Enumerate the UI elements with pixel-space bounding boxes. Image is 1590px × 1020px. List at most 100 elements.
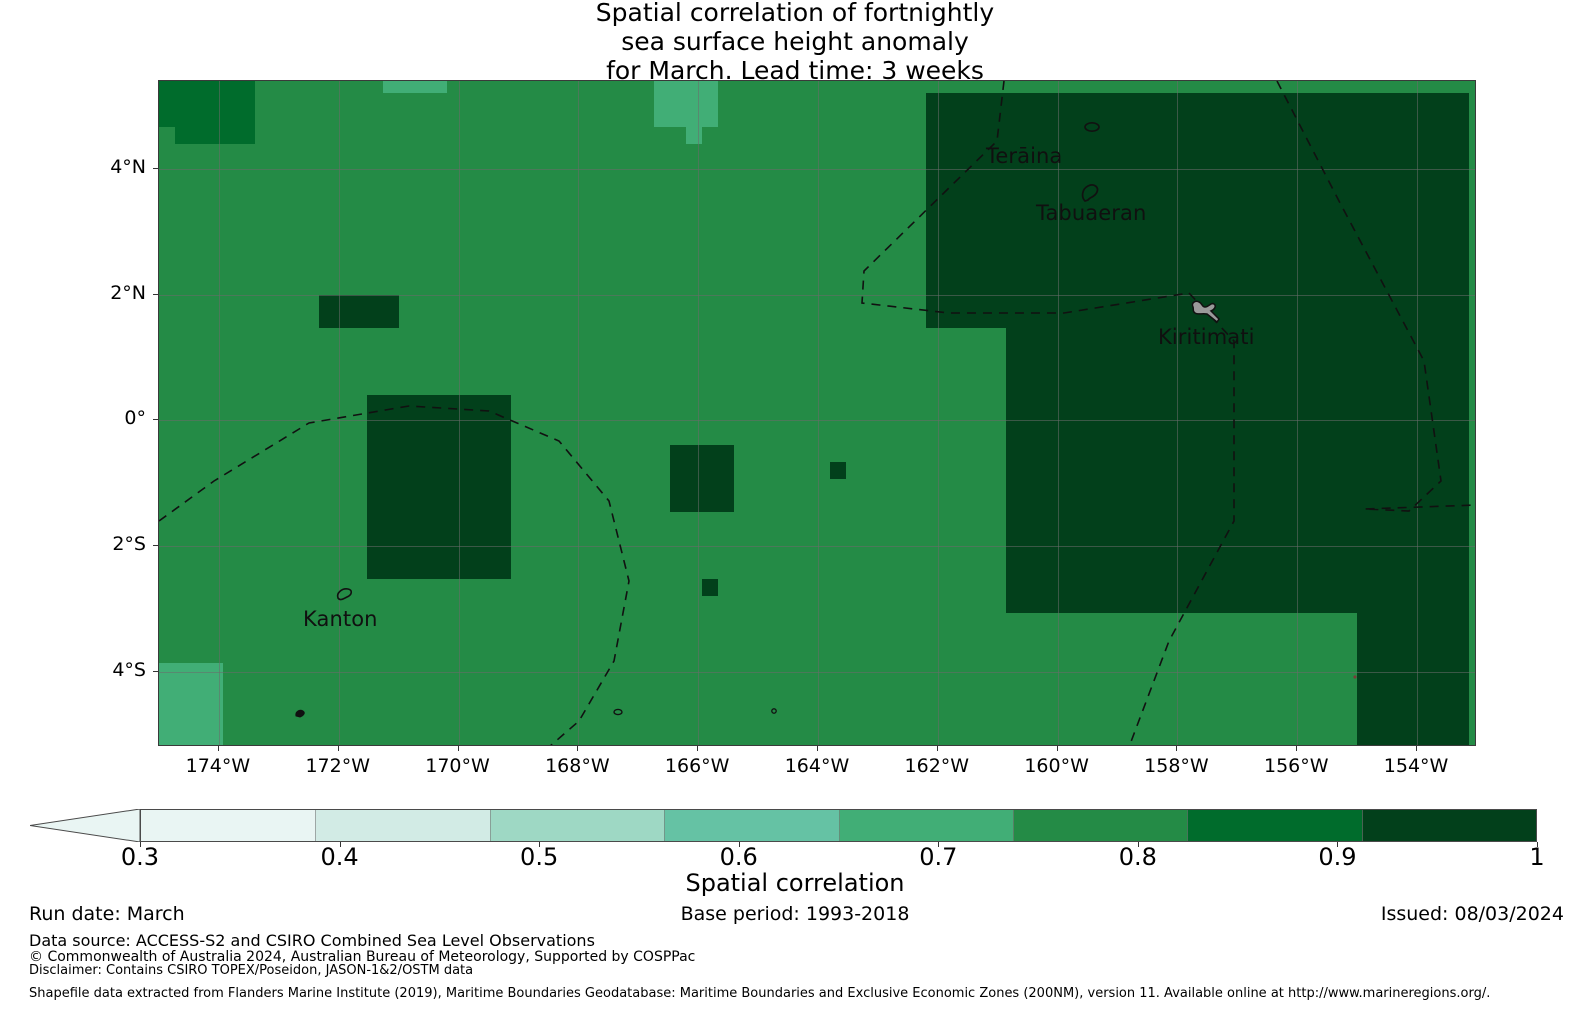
y-tick-label: 2°S — [112, 532, 146, 555]
colorbar-divider — [315, 810, 317, 841]
heatmap-cell — [925, 93, 1470, 329]
gridline-vertical — [937, 81, 939, 745]
colorbar-tick-label: 1 — [1529, 843, 1545, 871]
gridline-horizontal — [159, 420, 1475, 422]
island-marker-teraina — [1084, 122, 1100, 132]
colorbar-divider — [1361, 810, 1363, 841]
colorbar-tick-label: 0.8 — [1118, 843, 1157, 871]
x-tick-label: 164°W — [784, 755, 850, 777]
gridline-horizontal — [159, 294, 1475, 296]
colorbar: 0.3 0.4 0.5 0.6 0.7 0.8 0.9 1 — [0, 796, 1590, 871]
colorbar-segment — [1187, 810, 1362, 841]
y-tick-mark — [153, 293, 158, 295]
colorbar-tick-mark — [1137, 842, 1139, 847]
colorbar-segment — [489, 810, 665, 841]
page-title: Spatial correlation of fortnightly sea s… — [595, 0, 995, 85]
colorbar-divider — [664, 810, 666, 841]
gridline-vertical — [698, 81, 700, 745]
x-tick-mark — [697, 746, 699, 751]
gridline-horizontal — [159, 545, 1475, 547]
colorbar-divider — [1012, 810, 1014, 841]
x-tick-mark — [337, 746, 339, 751]
heatmap-cell — [318, 294, 399, 329]
place-label-tabuaeran: Tabuaeran — [1036, 201, 1147, 225]
y-tick-label: 4°N — [110, 155, 146, 178]
run-date-text: Run date: March — [29, 903, 185, 925]
colorbar-segment — [141, 810, 316, 841]
colorbar-segment — [315, 810, 490, 841]
island-marker-small-se — [1353, 675, 1357, 679]
y-tick-label: 4°S — [112, 658, 146, 681]
heatmap-cell — [814, 81, 847, 111]
heatmap-cell — [670, 445, 735, 513]
map-plot-area: Terāina Tabuaeran Kiritimati Kanton — [158, 80, 1476, 746]
heatmap-cell — [366, 395, 511, 580]
colorbar-segment — [1012, 810, 1188, 841]
y-tick-label: 0° — [124, 407, 146, 430]
place-label-terina: Terāina — [986, 144, 1063, 168]
colorbar-title: Spatial correlation — [685, 869, 905, 897]
colorbar-segment — [1361, 810, 1536, 841]
colorbar-divider — [1187, 810, 1189, 841]
colorbar-tick-label: 0.4 — [320, 843, 359, 871]
gridline-vertical — [458, 81, 460, 745]
x-tick-label: 172°W — [305, 755, 370, 777]
y-tick-label: 2°N — [110, 281, 146, 304]
x-tick-label: 158°W — [1144, 755, 1209, 777]
colorbar-tick-label: 0.7 — [919, 843, 958, 871]
heatmap-cell — [1005, 328, 1470, 613]
heatmap-cell — [174, 81, 255, 144]
colorbar-tick-label: 0.5 — [520, 843, 559, 871]
x-tick-label: 166°W — [664, 755, 730, 777]
base-period-text: Base period: 1993-2018 — [680, 903, 910, 925]
colorbar-tick-mark — [938, 842, 940, 847]
heatmap-cell — [382, 81, 447, 94]
heatmap-cell — [1357, 612, 1470, 745]
heatmap-cell — [159, 663, 223, 745]
x-tick-mark — [217, 746, 219, 751]
colorbar-divider — [489, 810, 491, 841]
x-tick-label: 168°W — [545, 755, 610, 777]
copyright-text: © Commonwealth of Australia 2024, Austra… — [29, 949, 696, 965]
x-tick-mark — [1416, 746, 1418, 751]
island-marker-tabuaeran — [1081, 184, 1099, 202]
y-tick-mark — [153, 670, 158, 672]
colorbar-tick-label: 0.9 — [1318, 843, 1357, 871]
gridline-vertical — [1417, 81, 1419, 745]
x-tick-label: 160°W — [1024, 755, 1089, 777]
heatmap-cell — [830, 462, 847, 479]
gridline-vertical — [1297, 81, 1299, 745]
island-marker-kanton — [336, 588, 353, 601]
island-marker-small-sw — [295, 709, 305, 718]
x-tick-mark — [1056, 746, 1058, 751]
x-tick-mark — [817, 746, 818, 751]
x-tick-label: 162°W — [904, 755, 970, 777]
x-tick-mark — [936, 746, 938, 751]
gridline-vertical — [578, 81, 580, 745]
y-tick-mark — [153, 167, 158, 169]
disclaimer-text: Disclaimer: Contains CSIRO TOPEX/Poseido… — [29, 963, 474, 978]
gridline-vertical — [338, 81, 340, 745]
gridline-vertical — [218, 81, 220, 745]
colorbar-tick-mark — [140, 842, 141, 847]
colorbar-divider — [838, 810, 840, 841]
issued-date-text: Issued: 08/03/2024 — [1380, 903, 1564, 925]
heatmap-cell — [702, 579, 719, 597]
colorbar-tick-mark — [1337, 842, 1339, 847]
colorbar-tick-mark — [539, 842, 541, 847]
x-tick-label: 170°W — [425, 755, 490, 777]
island-marker-small-s2 — [771, 708, 777, 714]
colorbar-gradient — [140, 809, 1537, 842]
place-label-kiritimati: Kiritimati — [1158, 325, 1255, 349]
colorbar-tick-mark — [738, 842, 740, 847]
gridline-horizontal — [159, 671, 1475, 673]
gridline-vertical — [1057, 81, 1059, 745]
data-source-text: Data source: ACCESS-S2 and CSIRO Combine… — [29, 931, 595, 950]
colorbar-tick-mark — [339, 842, 341, 847]
place-label-kanton: Kanton — [303, 607, 378, 631]
y-tick-mark — [153, 544, 158, 546]
gridline-vertical — [818, 81, 819, 745]
x-tick-label: 174°W — [185, 755, 251, 777]
x-tick-mark — [457, 746, 459, 751]
heatmap-cell — [654, 81, 719, 127]
